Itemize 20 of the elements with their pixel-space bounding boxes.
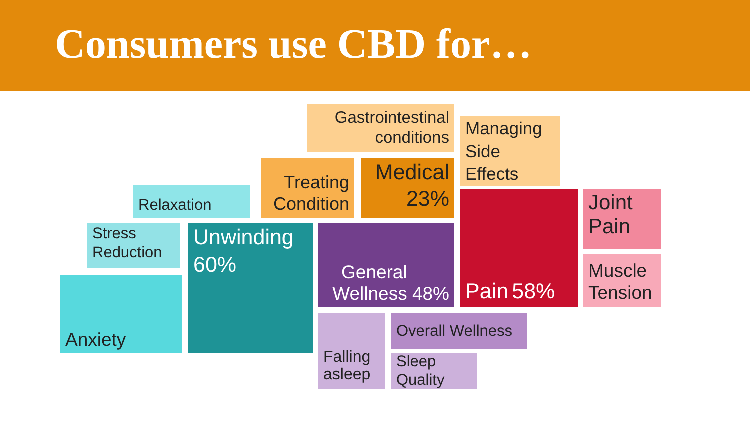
data-label: 23% [406, 187, 450, 211]
category-label: Falling asleep [324, 349, 371, 384]
category-label: Overall Wellness [396, 322, 513, 340]
category-label: Unwinding [194, 226, 294, 250]
category-label: Anxiety [66, 328, 127, 350]
category-label: Treating Condition [273, 172, 350, 214]
category-label: Managing Side Effects [466, 118, 542, 184]
category-label: Pain [466, 279, 509, 304]
category-label: Stress Reduction [92, 226, 162, 262]
data-label: 48% [412, 282, 450, 304]
data-label: 58% [512, 279, 556, 304]
category-label: Joint Pain [588, 192, 634, 238]
data-label: 60% [194, 253, 237, 277]
category-label: Muscle Tension [588, 260, 652, 303]
category-label: Gastrointestinal conditions [334, 108, 450, 148]
category-label: Relaxation [138, 197, 212, 214]
text: Consumers use CBD for… [55, 21, 532, 70]
category-label: Sleep Quality [396, 353, 445, 389]
category-label: General Wellness [332, 261, 408, 304]
category-label: Medical [375, 160, 450, 184]
